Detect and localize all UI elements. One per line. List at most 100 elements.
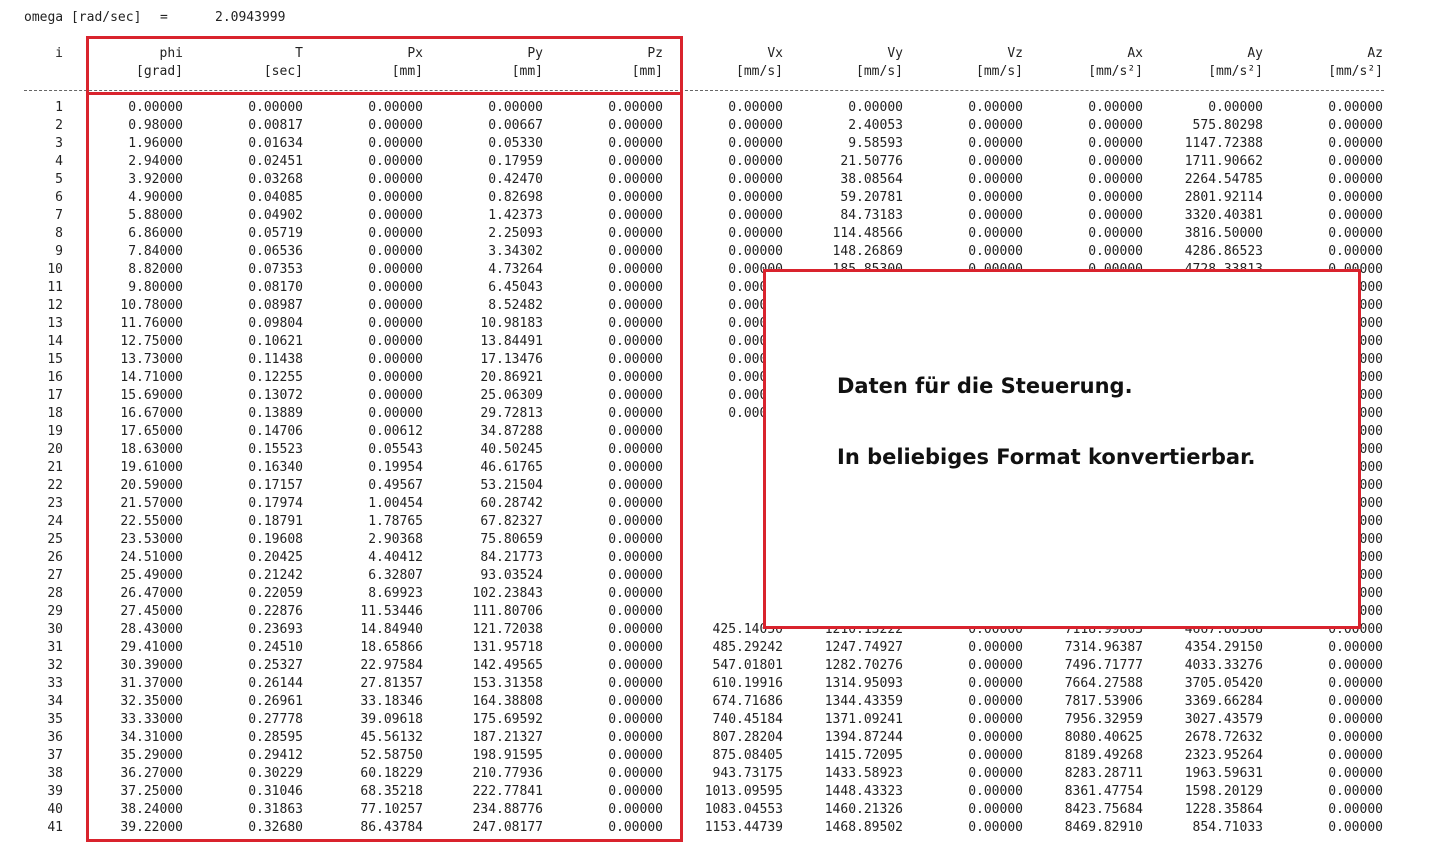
row-index: 20: [47, 442, 63, 457]
cell: 0.03268: [248, 172, 303, 187]
cell: 86.43784: [360, 820, 423, 835]
cell: 485.29242: [712, 640, 783, 655]
cell: 93.03524: [480, 568, 543, 583]
cell: 0.00000: [608, 478, 663, 493]
cell: 0.00000: [968, 766, 1023, 781]
cell: 53.21504: [480, 478, 543, 493]
cell: 0.00000: [368, 190, 423, 205]
column-header: i: [55, 46, 63, 61]
column-unit: [mm]: [511, 64, 543, 79]
cell: 187.21327: [472, 730, 543, 745]
cell: 114.48566: [832, 226, 903, 241]
cell: 22.97584: [360, 658, 423, 673]
cell: 0.00000: [1088, 244, 1143, 259]
cell: 0.25327: [248, 658, 303, 673]
row-index: 17: [47, 388, 63, 403]
cell: 0.00000: [1208, 100, 1263, 115]
cell: 121.72038: [472, 622, 543, 637]
cell: 21.50776: [840, 154, 903, 169]
cell: 35.29000: [120, 748, 183, 763]
cell: 0.01634: [248, 136, 303, 151]
cell: 0.00000: [608, 208, 663, 223]
cell: 0.00000: [728, 118, 783, 133]
row-index: 25: [47, 532, 63, 547]
cell: 0.11438: [248, 352, 303, 367]
cell: 0.00000: [848, 100, 903, 115]
cell: 1468.89502: [824, 820, 903, 835]
cell: 21.57000: [120, 496, 183, 511]
cell: 0.00000: [368, 244, 423, 259]
column-header: Ax: [1127, 46, 1143, 61]
cell: 1.78765: [368, 514, 423, 529]
cell: 1247.74927: [824, 640, 903, 655]
cell: 4.73264: [488, 262, 543, 277]
cell: 1282.70276: [824, 658, 903, 673]
omega-eq: =: [160, 10, 168, 25]
cell: 28.43000: [120, 622, 183, 637]
cell: 674.71686: [712, 694, 783, 709]
column-unit: [mm/s²]: [1208, 64, 1263, 79]
row-index: 14: [47, 334, 63, 349]
cell: 12.75000: [120, 334, 183, 349]
row-index: 30: [47, 622, 63, 637]
cell: 2801.92114: [1184, 190, 1263, 205]
cell: 0.00000: [1088, 208, 1143, 223]
cell: 0.00000: [728, 190, 783, 205]
cell: 0.00000: [608, 802, 663, 817]
cell: 0.00000: [608, 136, 663, 151]
row-index: 36: [47, 730, 63, 745]
column-unit: [mm/s]: [736, 64, 783, 79]
cell: 0.00000: [608, 244, 663, 259]
cell: 39.22000: [120, 820, 183, 835]
column-unit: [grad]: [136, 64, 183, 79]
cell: 547.01801: [712, 658, 783, 673]
cell: 247.08177: [472, 820, 543, 835]
cell: 1083.04553: [704, 802, 783, 817]
cell: 0.00000: [968, 118, 1023, 133]
cell: 0.00000: [968, 226, 1023, 241]
cell: 2.40053: [848, 118, 903, 133]
cell: 8080.40625: [1064, 730, 1143, 745]
cell: 2.25093: [488, 226, 543, 241]
cell: 7314.96387: [1064, 640, 1143, 655]
cell: 0.49567: [368, 478, 423, 493]
cell: 33.18346: [360, 694, 423, 709]
row-index: 33: [47, 676, 63, 691]
column-header: phi: [159, 46, 183, 61]
cell: 0.16340: [248, 460, 303, 475]
cell: 1711.90662: [1184, 154, 1263, 169]
cell: 1433.58923: [824, 766, 903, 781]
cell: 1460.21326: [824, 802, 903, 817]
row-index: 40: [47, 802, 63, 817]
cell: 29.72813: [480, 406, 543, 421]
column-unit: [mm/s]: [976, 64, 1023, 79]
cell: 0.00000: [368, 262, 423, 277]
cell: 38.24000: [120, 802, 183, 817]
cell: 854.71033: [1192, 820, 1263, 835]
row-index: 34: [47, 694, 63, 709]
cell: 1.00454: [368, 496, 423, 511]
cell: 0.00000: [608, 784, 663, 799]
cell: 7956.32959: [1064, 712, 1143, 727]
cell: 75.80659: [480, 532, 543, 547]
cell: 25.49000: [120, 568, 183, 583]
cell: 4286.86523: [1184, 244, 1263, 259]
cell: 0.00000: [608, 298, 663, 313]
cell: 0.00000: [728, 136, 783, 151]
cell: 0.00000: [1088, 226, 1143, 241]
column-header: Vz: [1007, 46, 1023, 61]
cell: 1153.44739: [704, 820, 783, 835]
cell: 164.38808: [472, 694, 543, 709]
cell: 0.00000: [368, 352, 423, 367]
cell: 18.63000: [120, 442, 183, 457]
cell: 0.00000: [608, 766, 663, 781]
cell: 0.00000: [368, 118, 423, 133]
cell: 0.00000: [608, 820, 663, 835]
cell: 0.00000: [1088, 136, 1143, 151]
cell: 0.09804: [248, 316, 303, 331]
row-index: 21: [47, 460, 63, 475]
cell: 0.05543: [368, 442, 423, 457]
cell: 0.00000: [1088, 172, 1143, 187]
cell: 0.00000: [968, 172, 1023, 187]
cell: 4.40412: [368, 550, 423, 565]
